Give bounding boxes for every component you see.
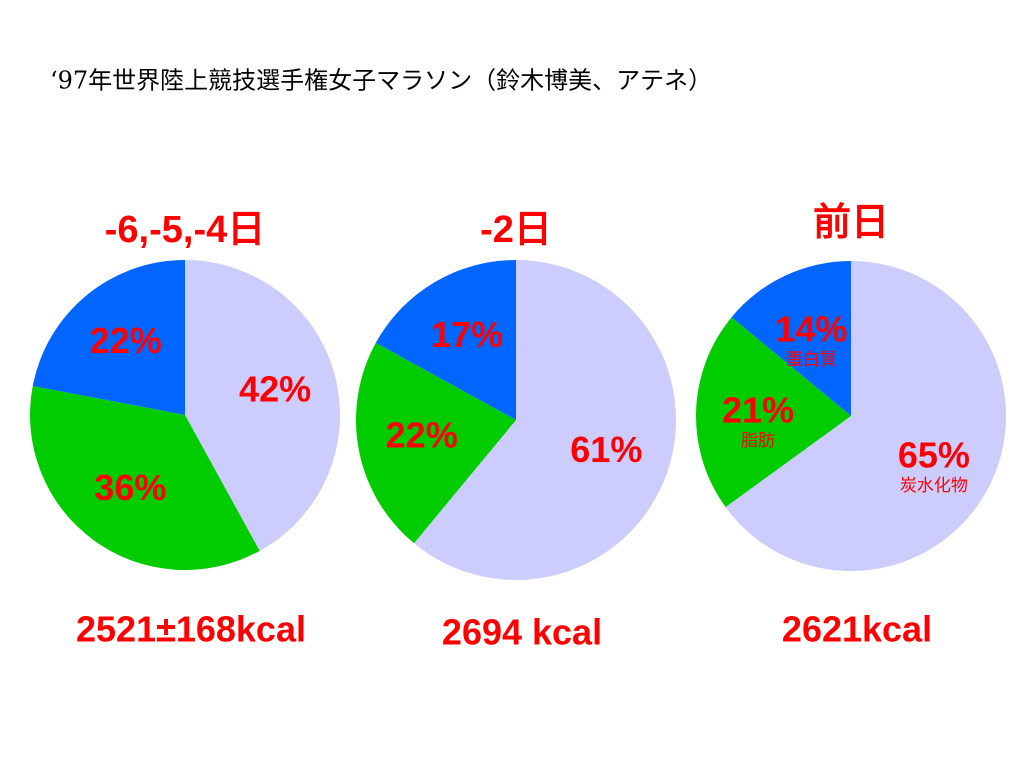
pie-slice [414,260,677,581]
slice-category: 蛋白質 [786,350,837,370]
slide-title: ‘97年世界陸上競技選手権女子マラソン（鈴木博美、アテネ） [50,67,712,95]
slice-label: 21% [722,390,794,431]
pie-slice [30,385,260,570]
pie-slice [696,317,851,508]
slice-label: 22% [386,415,458,456]
pie-slice [356,342,516,544]
slice-category: 炭水化物 [900,476,968,496]
slice-label: 65% [898,435,970,476]
pie-slice [32,260,185,415]
slice-label: 61% [570,429,642,470]
slice-label: 36% [94,467,166,508]
pie-caption: 2621kcal [782,609,932,650]
slice-label: 22% [90,320,162,361]
pie-slice [185,260,340,551]
pie-title: -2日 [480,209,552,251]
pie-caption: 2521±168kcal [76,609,306,650]
slice-label: 42% [239,368,311,409]
pie-slice [725,261,1006,571]
pie-caption: 2694 kcal [442,612,602,653]
pie-title: 前日 [813,202,889,244]
slice-label: 17% [431,314,503,355]
pie-slice [375,260,516,420]
slice-category: 脂肪 [741,431,775,451]
slice-label: 14% [775,308,847,349]
pie-title: -6,-5,-4日 [105,209,265,251]
pie-slice [731,261,851,416]
